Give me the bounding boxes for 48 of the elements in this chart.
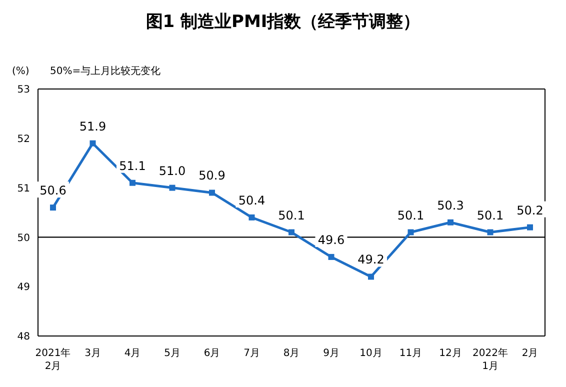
x-tick-label: 9月 [323,348,340,359]
point [288,229,294,236]
point [248,214,255,220]
y-tick-label: 50 [17,232,30,244]
point [487,229,494,236]
point [50,204,56,211]
point [368,274,374,280]
chart-title: 图1 制造业PMI指数（经季节调整） [144,11,422,33]
point [209,190,215,196]
x-tick-label: 4月 [124,348,141,359]
point [328,254,334,260]
point [169,184,176,191]
text: 51.9 [79,119,106,134]
point [408,229,414,236]
x-tick-label: 2021年 2月 [35,347,71,372]
x-tick-label: 2月 [522,348,538,359]
text: 50.1 [278,208,305,222]
text: 51.0 [158,164,186,178]
y-tick-label: 49 [17,282,30,294]
text: 50%=与上月比较无变化 [50,64,161,78]
x-tick-label: 5月 [164,348,180,359]
text: 50.1 [476,208,504,222]
text: 50.6 [40,184,66,198]
point [130,180,136,186]
x-tick-label: 7月 [244,348,260,359]
y-tick-label: 52 [17,134,30,145]
x-tick-label: 11月 [399,348,422,359]
text: 49.2 [358,252,384,267]
text: 50.3 [437,198,464,212]
text: 49.6 [318,232,345,247]
text: 50.1 [397,208,424,222]
y-tick-label: 48 [17,332,30,343]
x-tick-label: 12月 [439,348,462,359]
text: 50.9 [198,168,226,183]
y-axis-title: (%) [12,66,30,77]
x-tick-label: 8月 [283,348,300,359]
y-tick-label: 51 [17,183,30,194]
x-tick-label: 3月 [84,348,101,359]
text: 50.4 [238,193,266,208]
text: 51.1 [119,158,146,173]
text: 50.2 [516,203,544,218]
point [448,219,454,226]
y-tick-label: 53 [17,84,30,96]
point [90,140,96,146]
x-tick-label: 10月 [360,348,382,359]
point [527,224,533,230]
x-tick-label: 2022年 1月 [472,347,508,372]
x-tick-label: 6月 [204,348,220,359]
